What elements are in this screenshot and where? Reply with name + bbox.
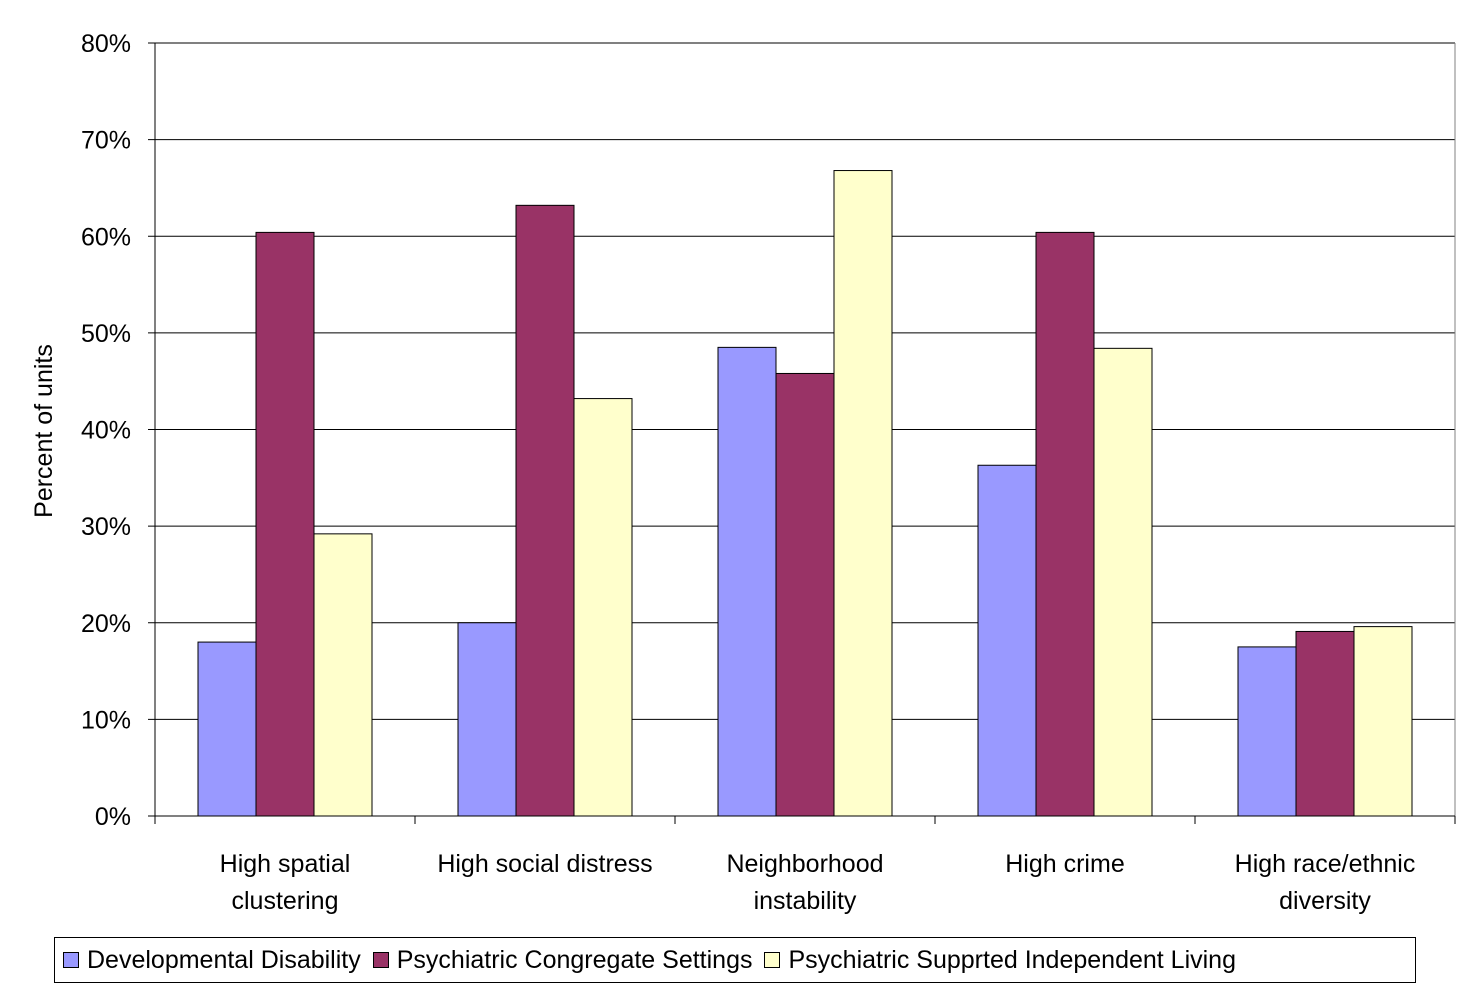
bar (1353, 626, 1413, 817)
bar (1093, 347, 1153, 817)
category-label: diversity (1279, 887, 1371, 915)
bar (573, 398, 633, 817)
category-label: Neighborhood (726, 850, 883, 878)
bar (977, 464, 1037, 817)
bar (1035, 231, 1095, 817)
category-label: High crime (1005, 850, 1124, 878)
bar (457, 622, 517, 817)
bar (1295, 630, 1355, 817)
category-label: clustering (232, 887, 339, 915)
category-label: High race/ethnic (1235, 850, 1416, 878)
category-label: High spatial (220, 850, 351, 878)
y-tick-label: 30% (81, 513, 131, 541)
category-labels: High spatial clustering High social distre… (220, 850, 1416, 915)
legend-label: Psychiatric Congregate Settings (396, 945, 753, 974)
bar (775, 372, 835, 817)
bar (313, 533, 373, 817)
bar (717, 346, 777, 817)
y-tick-label: 10% (81, 706, 131, 734)
legend-item: Psychiatric Congregate Settings (372, 945, 753, 975)
y-tick-label: 70% (81, 127, 131, 155)
legend-label: Developmental Disability (87, 945, 361, 974)
y-tick-label: 0% (95, 803, 131, 831)
y-tick-label: 80% (81, 30, 131, 58)
y-axis-title: Percent of units (30, 344, 58, 518)
y-tick-label: 20% (81, 610, 131, 638)
axes (148, 42, 1456, 824)
legend-swatch (764, 952, 781, 968)
bar (197, 641, 257, 817)
category-label: instability (754, 887, 857, 915)
legend-label: Psychiatric Supprted Independent Living (788, 945, 1236, 974)
legend-item: Developmental Disability (63, 946, 361, 975)
category-label: High social distress (437, 850, 652, 878)
y-tick-label: 50% (81, 320, 131, 348)
legend-swatch (63, 952, 79, 968)
bar (833, 170, 893, 817)
legend-swatch (372, 952, 389, 968)
y-tick-label: 40% (81, 417, 131, 445)
y-tick-label: 60% (81, 223, 131, 251)
y-tick-labels: 0% 10% 20% 30% 40% 50% 60% 70% 80% (81, 30, 131, 831)
bar-chart: 0% 10% 20% 30% 40% 50% 60% 70% 80% High spatial c… (30, 30, 1456, 915)
legend-item: Psychiatric Supprted Independent Living (764, 946, 1236, 975)
bar (255, 231, 315, 817)
legend: Developmental Disability Psychiatric Cong… (54, 937, 1416, 983)
bar (1237, 646, 1297, 817)
bar (515, 204, 575, 817)
bars (197, 170, 1413, 817)
